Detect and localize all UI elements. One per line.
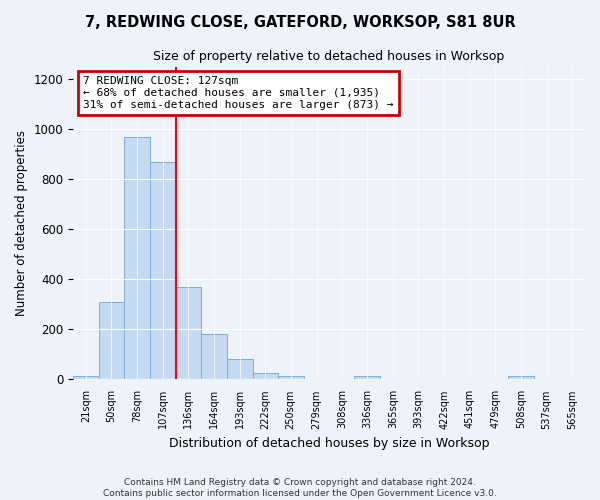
X-axis label: Distribution of detached houses by size in Worksop: Distribution of detached houses by size … [169,437,489,450]
Y-axis label: Number of detached properties: Number of detached properties [15,130,28,316]
Bar [176,287,201,380]
Bar [150,162,176,380]
Bar [99,302,124,380]
Text: 7 REDWING CLOSE: 127sqm
← 68% of detached houses are smaller (1,935)
31% of semi: 7 REDWING CLOSE: 127sqm ← 68% of detache… [83,76,394,110]
Text: Contains HM Land Registry data © Crown copyright and database right 2024.
Contai: Contains HM Land Registry data © Crown c… [103,478,497,498]
Text: 7, REDWING CLOSE, GATEFORD, WORKSOP, S81 8UR: 7, REDWING CLOSE, GATEFORD, WORKSOP, S81… [85,15,515,30]
Bar [508,376,534,380]
Bar [227,360,253,380]
Bar [253,373,278,380]
Title: Size of property relative to detached houses in Worksop: Size of property relative to detached ho… [154,50,505,63]
Bar [278,376,304,380]
Bar [124,137,150,380]
Bar [201,334,227,380]
Bar [355,376,380,380]
Bar [73,376,99,380]
